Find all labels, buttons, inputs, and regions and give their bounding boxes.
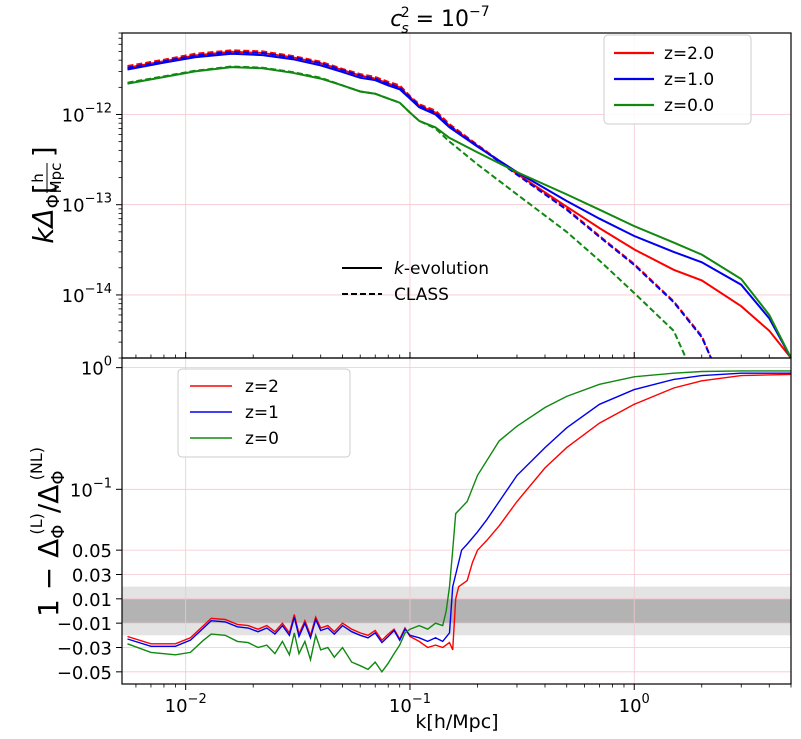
bottom-tick-label-x: 10−2 — [165, 692, 207, 717]
top-series-group — [127, 49, 791, 358]
bottom-tick-label-y: 0.05 — [72, 541, 112, 562]
top-series-z=1.0-kevolution — [127, 52, 791, 358]
chart-title: cs2 = 10−7 — [390, 4, 489, 37]
bottom-tick-label-x: 100 — [619, 692, 650, 717]
style-legend-label: k-evolution — [394, 259, 489, 279]
top-y-axis-label: kΔΦ[] h Mpc — [27, 146, 65, 243]
bottom-legend: z=2 z=1 z=0 — [177, 368, 351, 458]
svg-text:kΔΦ[]: kΔΦ[] — [27, 146, 64, 243]
top-series-z=0.0-class — [127, 65, 687, 358]
bottom-tick-label-y: 0.03 — [72, 565, 112, 586]
bottom-frame — [121, 357, 792, 685]
top-tick-label-y: 10−13 — [62, 192, 112, 217]
top-tick-label-y: 10−14 — [62, 282, 112, 307]
bottom-tick-label-x: 10−1 — [389, 692, 431, 717]
bottom-tick-label-y: −0.03 — [57, 638, 112, 659]
bottom-tick-label-y: 0.01 — [72, 590, 112, 611]
bottom-series-z=2 — [127, 373, 791, 651]
style-legend: k-evolution CLASS — [342, 259, 489, 305]
bottom-tick-label-y: −0.05 — [57, 663, 112, 684]
top-legend-label: z=2.0 — [664, 44, 714, 64]
bottom-tick-label-y: 10−1 — [70, 476, 112, 501]
bottom-series-z=1 — [127, 372, 791, 647]
bottom-series-group — [127, 370, 791, 674]
svg-text:h: h — [29, 173, 47, 183]
bottom-legend-box — [177, 368, 351, 458]
tolerance-band — [122, 598, 791, 624]
top-legend: z=2.0 z=1.0 z=0.0 — [603, 34, 752, 125]
top-legend-box — [603, 34, 752, 125]
x-axis-label: k[h/Mpc] — [415, 711, 498, 733]
top-panel: 10−12 10−13 10−14 z=2.0 z=1.0 z=0.0 k-evolutio… — [62, 32, 792, 359]
top-legend-label: z=0.0 — [664, 96, 714, 116]
bottom-series-z=0 — [127, 370, 791, 674]
bottom-legend-label: z=2 — [245, 377, 279, 397]
bottom-panel: 10−2 10−1 100 100 10−1 0.05 0.03 0.01 −0.01 −0.03… — [57, 355, 792, 717]
bottom-legend-label: z=0 — [245, 429, 279, 449]
bottom-tick-label-y: −0.01 — [57, 614, 112, 635]
top-tick-label-y: 10−12 — [62, 101, 112, 126]
style-legend-label: CLASS — [394, 285, 449, 305]
top-legend-label: z=1.0 — [664, 70, 714, 90]
top-series-z=1.0-class — [127, 50, 712, 358]
bottom-y-axis-label: 1 − ΔΦ(L)/ΔΦ(NL) — [27, 447, 69, 617]
svg-text:Mpc: Mpc — [47, 163, 65, 194]
svg-text:1 − ΔΦ(L)/ΔΦ(NL): 1 − ΔΦ(L)/ΔΦ(NL) — [27, 447, 69, 617]
bottom-tick-label-y: 100 — [81, 355, 112, 380]
bottom-legend-label: z=1 — [245, 403, 279, 423]
